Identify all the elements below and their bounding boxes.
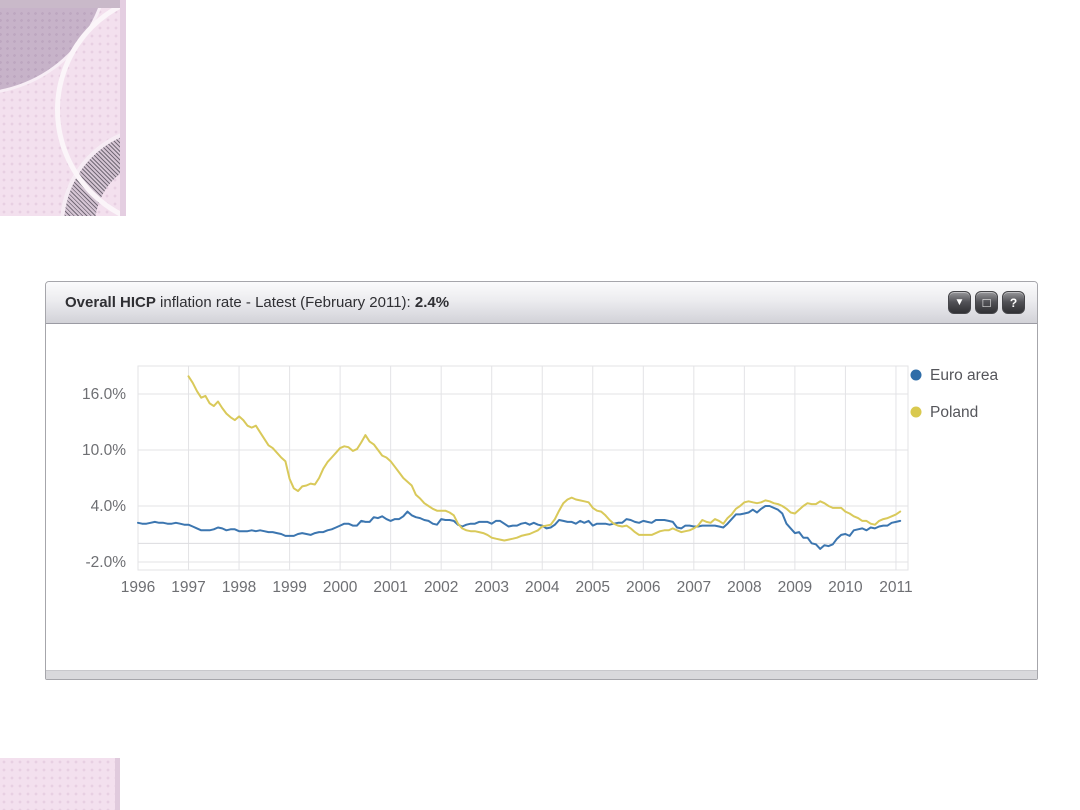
- x-axis-label: 2005: [576, 579, 610, 596]
- series-line-euro-area: [137, 505, 902, 550]
- legend-item-poland: Poland: [910, 404, 978, 421]
- y-axis-label: 10.0%: [82, 442, 126, 459]
- help-button[interactable]: ?: [1002, 291, 1025, 314]
- x-axis-label: 2011: [879, 579, 912, 596]
- x-axis-label: 2006: [626, 579, 660, 596]
- legend-label: Euro area: [930, 367, 998, 384]
- decor-bottom-block-edge: [115, 758, 120, 810]
- x-axis-label: 1998: [222, 579, 256, 596]
- x-axis-label: 2002: [424, 579, 458, 596]
- y-axis-label: 4.0%: [91, 498, 127, 515]
- x-axis-label: 2001: [373, 579, 407, 596]
- widget-title-bold: Overall HICP: [65, 294, 156, 311]
- hicp-widget: Overall HICP inflation rate - Latest (Fe…: [45, 281, 1038, 680]
- decor-circles-panel: [0, 0, 126, 216]
- question-mark-icon: ?: [1009, 295, 1018, 310]
- decor-panel-edge: [120, 0, 126, 216]
- plot-border: [137, 365, 909, 571]
- decor-top-strip: [0, 0, 126, 8]
- x-axis-label: 2009: [778, 579, 812, 596]
- widget-title-rest: inflation rate - Latest (February 2011):: [155, 294, 415, 311]
- square-icon: □: [982, 295, 991, 310]
- x-axis-label: 1996: [121, 579, 155, 596]
- series-line-poland: [187, 375, 902, 542]
- x-axis-label: 2000: [323, 579, 358, 596]
- decor-bottom-block: [0, 758, 120, 810]
- x-axis-label: 1999: [272, 579, 306, 596]
- legend-label: Poland: [930, 404, 978, 421]
- widget-header: Overall HICP inflation rate - Latest (Fe…: [46, 282, 1037, 324]
- hicp-chart-svg: 16.0% 10.0% 4.0% -2.0% 1996 1997 1998 1999 2000 2…: [82, 365, 998, 596]
- y-axis-label: -2.0%: [86, 554, 127, 571]
- x-axis-label: 2004: [525, 579, 560, 596]
- widget-header-buttons: ▼ □ ?: [948, 291, 1025, 314]
- triangle-down-icon: ▼: [954, 296, 965, 308]
- legend-dot-icon: [910, 406, 922, 418]
- decor-white-ring: [55, 0, 126, 216]
- x-axis-label: 2003: [474, 579, 508, 596]
- y-axis-label: 16.0%: [82, 386, 126, 403]
- download-button[interactable]: ▼: [948, 291, 971, 314]
- legend-dot-icon: [910, 369, 922, 381]
- minimize-button[interactable]: □: [975, 291, 998, 314]
- legend-item-euro-area: Euro area: [910, 367, 998, 384]
- widget-title: Overall HICP inflation rate - Latest (Fe…: [65, 294, 449, 311]
- widget-footer-bar: [46, 670, 1037, 679]
- x-axis-label: 2007: [677, 579, 711, 596]
- x-axis-label: 2010: [828, 579, 863, 596]
- latest-value: 2.4%: [414, 294, 450, 311]
- x-axis-label: 2008: [727, 579, 761, 596]
- x-axis-label: 1997: [171, 579, 205, 596]
- widget-body: 16.0% 10.0% 4.0% -2.0% 1996 1997 1998 1999 2000 2…: [46, 324, 1037, 672]
